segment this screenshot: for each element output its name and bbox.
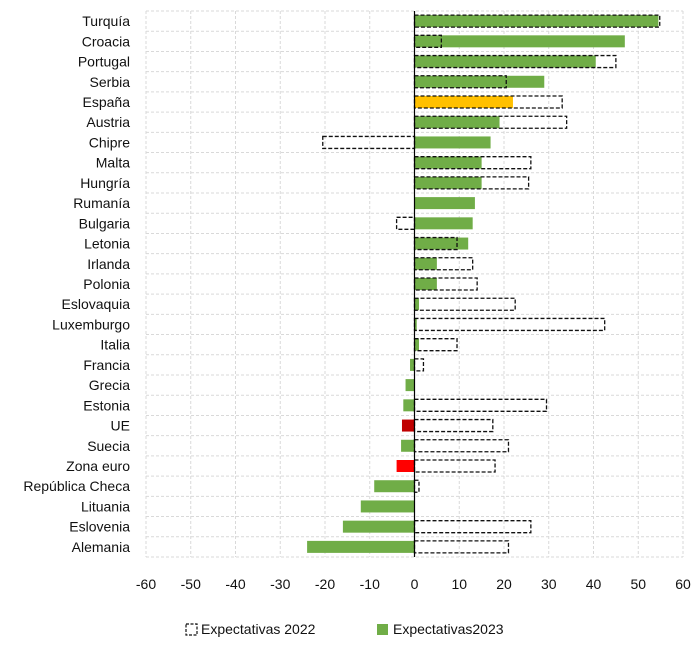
x-tick-label: 20 [496,576,512,592]
x-tick-label: 0 [411,576,419,592]
x-tick-label: 50 [630,576,646,592]
bar-2022-zona-euro [413,459,496,473]
bar-2023-polonia [414,278,437,290]
x-tick-label: -40 [225,576,245,592]
bar-2023-turquía [414,15,659,28]
bar-2023-luxemburgo [414,318,417,331]
legend-swatch-2023 [377,624,388,635]
category-label: Austria [86,114,130,130]
category-label: República Checa [23,478,130,494]
category-label: Zona euro [66,458,130,474]
legend-label-2023: Expectativas2023 [393,621,504,637]
x-tick-label: -30 [270,576,290,592]
bar-2023-irlanda [414,257,437,270]
bar-2023-chipre [414,136,491,149]
x-tick-label: 30 [541,576,557,592]
category-label: Lituania [81,498,130,514]
category-label: UE [111,418,130,434]
bar-2022-chipre [322,135,416,150]
bar-2023-francia [410,358,415,371]
category-label: Polonia [83,276,130,292]
category-labels: Turquía Croacia Portugal Serbia España Austri… [23,13,130,555]
category-label: Turquía [82,13,130,29]
bar-2022-eslovenia [413,520,532,534]
bar-2022-suecia [413,439,510,453]
category-label: Luxemburgo [52,316,130,332]
bar-2023-bulgaria [414,217,473,230]
bar-2023-serbia [414,75,545,88]
bar-2023-austria [414,116,500,129]
bar-2023-república-checa [374,480,415,493]
category-label: Suecia [87,438,130,454]
category-label: Croacia [82,33,130,49]
category-label: España [83,94,131,110]
bar-2023-eslovenia [342,520,415,533]
bar-2022-francia [413,358,425,372]
bar-2022-italia [413,338,458,352]
category-label: Chipre [89,134,130,150]
category-label: Grecia [89,377,130,393]
bar-2022-alemania [413,540,510,554]
category-label: Eslovaquia [62,296,131,312]
legend-swatch-2022 [185,623,198,636]
x-tick-label: 10 [451,576,467,592]
bar-2022-croacia [413,34,443,48]
legend: Expectativas 2022 Expectativas2023 [185,621,504,637]
bar-2023-letonia [414,237,469,250]
category-label: Alemania [72,539,131,555]
category-label: Portugal [78,54,130,70]
x-tick-label: -50 [181,576,201,592]
bar-2023-hungría [414,176,482,189]
x-tick-label: -60 [136,576,156,592]
bar-2023-zona-euro [396,460,415,472]
bars [307,14,661,554]
category-label: Eslovenia [69,519,130,535]
bar-2023-grecia [405,379,415,392]
category-label: Bulgaria [79,215,131,231]
bar-2023-rumanía [414,197,475,210]
category-label: Rumanía [73,195,130,211]
category-label: Malta [96,155,130,171]
grid [145,10,684,558]
bar-2023-estonia [403,399,415,412]
bar-2023-malta [414,156,482,169]
bar-2023-suecia [401,439,415,452]
category-label: Francia [83,357,130,373]
bar-2022-luxemburgo [413,317,606,332]
bar-2023-portugal [414,55,596,68]
category-label: Irlanda [87,256,130,272]
x-tick-label: 60 [675,576,691,592]
bar-2022-ue [413,418,494,433]
bar-2023-croacia [414,35,625,48]
x-tick-label: -20 [315,576,335,592]
bar-2023-españa [414,96,513,108]
bar-2023-eslovaquia [414,298,419,311]
bar-2023-ue [401,419,415,432]
bar-2023-alemania [307,540,415,553]
bar-2022-república-checa [413,479,420,493]
bar-2023-lituania [360,500,415,513]
bar-2022-polonia [413,277,478,291]
category-label: Serbia [90,74,131,90]
bar-2022-estonia [413,398,548,412]
bar-2022-austria [413,115,568,129]
category-label: Letonia [84,236,130,252]
bar-2022-eslovaquia [413,297,516,311]
x-tick-label: 40 [586,576,602,592]
x-tick-label: -10 [360,576,380,592]
bar-2022-turquía [413,14,661,28]
bar-2023-italia [414,338,419,351]
bar-2022-bulgaria [395,216,416,230]
category-label: Hungría [80,175,130,191]
x-axis-ticks: -60 -50 -40 -30 -20 -10 0 10 20 30 40 50 60 [136,11,691,592]
legend-label-2022: Expectativas 2022 [201,621,316,637]
category-label: Italia [100,337,130,353]
category-label: Estonia [83,397,130,413]
bar-2022-malta [413,156,532,170]
